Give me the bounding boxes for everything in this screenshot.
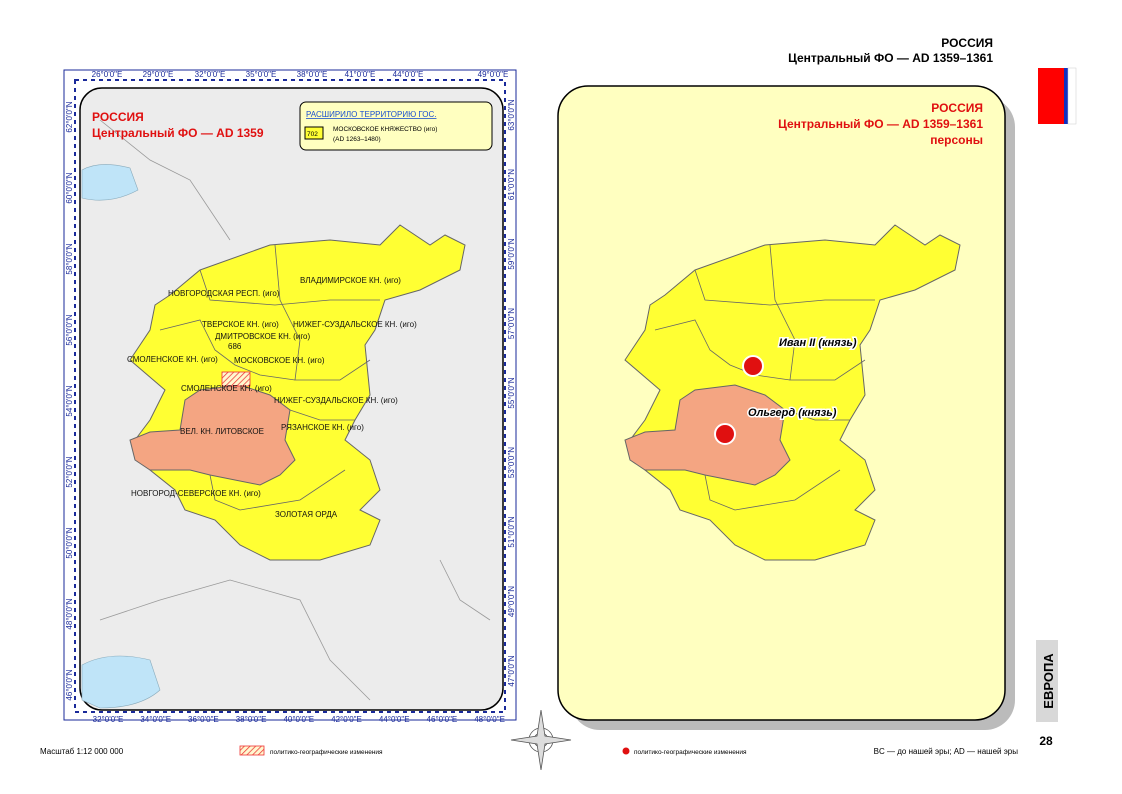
latitude-label: 57°0'0"N [507, 308, 516, 339]
person-icon [714, 423, 736, 445]
longitude-label: 46°0'0"E [427, 715, 458, 724]
region-label: НОВГОРОДСКАЯ РЕСП. (иго) [168, 289, 280, 298]
latitude-label: 54°0'0"N [65, 385, 74, 416]
section-label: ЕВРОПА [1041, 653, 1056, 709]
region-label: ТВЕРСКОЕ КН. (иго) [202, 320, 279, 329]
legend-text: политико-географические изменения [270, 749, 383, 756]
page-number: 28 [1039, 734, 1053, 748]
latitude-label: 63°0'0"N [507, 99, 516, 130]
legend-swatch [622, 747, 630, 755]
scale: Масштаб 1:12 000 000 [40, 747, 124, 756]
compass [510, 709, 572, 771]
longitude-label: 42°0'0"E [331, 715, 362, 724]
longitude-label: 49°0'0"E [478, 70, 509, 79]
header-country: РОССИЯ [941, 36, 993, 50]
border-line [99, 119, 231, 241]
longitude-label: 48°0'0"E [474, 715, 505, 724]
longitude-label: 32°0'0"E [195, 70, 226, 79]
header-subtitle: Центральный ФО — AD 1359–1361 [788, 51, 993, 65]
latitude-label: 53°0'0"N [507, 447, 516, 478]
longitude-label: 44°0'0"E [393, 70, 424, 79]
person-icon [742, 355, 764, 377]
region-label: РЯЗАНСКОЕ КН. (иго) [281, 423, 364, 432]
longitude-label: 40°0'0"E [283, 715, 314, 724]
flag [1038, 67, 1077, 125]
latitude-label: 56°0'0"N [65, 314, 74, 345]
change-area [221, 371, 251, 387]
region-label: ЗОЛОТАЯ ОРДА [275, 510, 338, 519]
longitude-label: 38°0'0"E [297, 70, 328, 79]
latitude-label: 46°0'0"N [65, 669, 74, 700]
lake [81, 164, 139, 201]
section-tab [1036, 640, 1058, 722]
legend-period: (AD 1263–1480) [333, 136, 381, 143]
longitude-label: 32°0'0"E [93, 715, 124, 724]
person-label: Ольгерд (князь) [748, 407, 837, 419]
longitude-label: 35°0'0"E [246, 70, 277, 79]
map-graticule [74, 79, 506, 713]
latitude-label: 58°0'0"N [65, 243, 74, 274]
latitude-label: 60°0'0"N [65, 172, 74, 203]
longitude-label: 38°0'0"E [236, 715, 267, 724]
region-label: МОСКОВСКОЕ КН. (иго) [234, 356, 325, 365]
longitude-label: 44°0'0"E [379, 715, 410, 724]
legend-text: политико-географические изменения [634, 749, 747, 756]
latitude-label: 55°0'0"N [507, 377, 516, 408]
right-map-title: РОССИЯ [931, 101, 983, 115]
latitude-label: 50°0'0"N [65, 527, 74, 558]
person-label: Иван II (князь) [779, 337, 857, 349]
longitude-label: 36°0'0"E [188, 715, 219, 724]
longitude-label: 29°0'0"E [143, 70, 174, 79]
longitude-label: 34°0'0"E [140, 715, 171, 724]
region-label: ВЛАДИМИРСКОЕ КН. (иго) [300, 276, 401, 285]
region-label: ДМИТРОВСКОЕ КН. (иго) [215, 332, 311, 341]
legend-code: 702 [307, 131, 318, 138]
region-label: НИЖЕГ-СУЗДАЛЬСКОЕ КН. (иго) [293, 320, 417, 329]
region-label: НИЖЕГ-СУЗДАЛЬСКОЕ КН. (иго) [274, 396, 398, 405]
legend: РАСШИРИЛО ТЕРРИТОРИЮ ГОС. 702 МОСКОВСКОЕ… [299, 101, 493, 151]
latitude-label: 62°0'0"N [65, 101, 74, 132]
latitude-label: 48°0'0"N [65, 598, 74, 629]
right-map-caption: персоны [930, 133, 983, 147]
region-label: СМОЛЕНСКОЕ КН. (иго) [127, 355, 218, 364]
region-label: 686 [228, 342, 242, 351]
legend-swatch [239, 745, 265, 756]
right-map-subtitle: Центральный ФО — AD 1359–1361 [778, 117, 983, 131]
longitude-label: 41°0'0"E [345, 70, 376, 79]
latitude-label: 52°0'0"N [65, 456, 74, 487]
longitude-label: 26°0'0"E [92, 70, 123, 79]
sea [81, 655, 161, 709]
left-map-title: РОССИЯ [92, 110, 144, 124]
border-line [439, 559, 491, 621]
region-label: СМОЛЕНСКОЕ КН. (иго) [181, 384, 272, 393]
latitude-label: 51°0'0"N [507, 516, 516, 547]
border-line [99, 579, 371, 701]
era-note: BC — до нашей эры; AD — нашей эры [874, 747, 1019, 756]
legend-name: МОСКОВСКОЕ КНЯЖЕСТВО (иго) [333, 126, 437, 133]
latitude-label: 47°0'0"N [507, 655, 516, 686]
region-label: ВЕЛ. КН. ЛИТОВСКОЕ [180, 427, 264, 436]
latitude-label: 59°0'0"N [507, 238, 516, 269]
legend-heading: РАСШИРИЛО ТЕРРИТОРИЮ ГОС. [306, 110, 437, 119]
left-map-subtitle: Центральный ФО — AD 1359 [92, 126, 264, 140]
region-label: НОВГОРОД-СЕВЕРСКОЕ КН. (иго) [131, 489, 261, 498]
latitude-label: 61°0'0"N [507, 169, 516, 200]
latitude-label: 49°0'0"N [507, 586, 516, 617]
